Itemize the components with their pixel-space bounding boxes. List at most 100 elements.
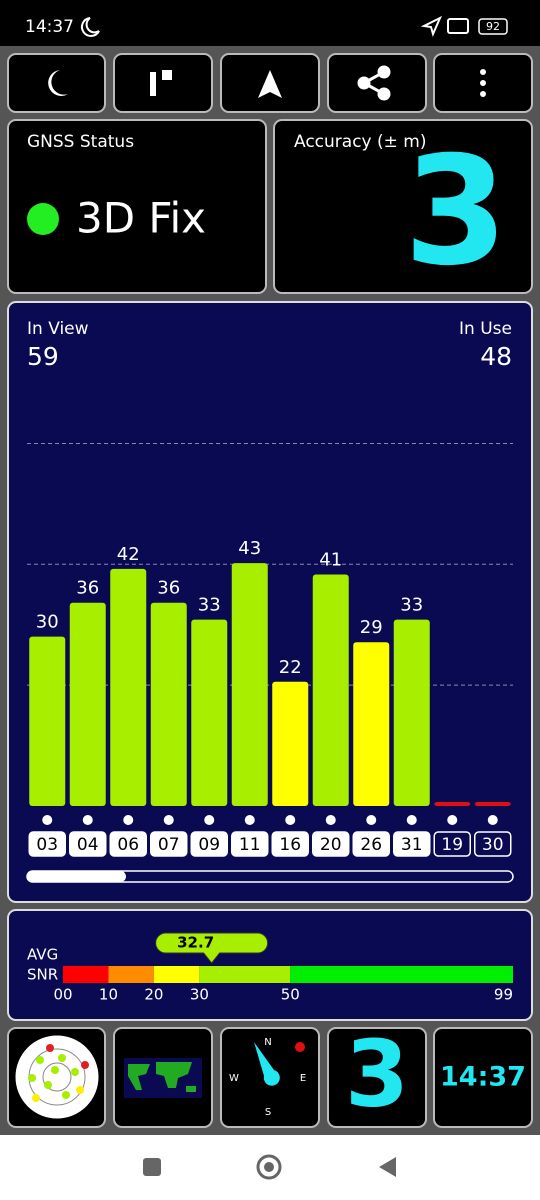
sat-dot bbox=[447, 815, 458, 825]
sat-id: 07 bbox=[158, 835, 180, 855]
battery-level: 92 bbox=[486, 20, 500, 33]
sim-icon bbox=[447, 18, 469, 34]
bar-label: 33 bbox=[400, 595, 423, 616]
snr-panel bbox=[7, 909, 533, 1021]
sat-dot bbox=[82, 815, 93, 825]
sat-id: 30 bbox=[482, 835, 504, 855]
compass-letter: E bbox=[300, 1073, 306, 1084]
snr-tick-label: 99 bbox=[494, 986, 513, 1004]
accuracy-mini-tile[interactable] bbox=[327, 1027, 427, 1128]
accuracy-title: Accuracy (± m) bbox=[294, 132, 427, 152]
sat-id: 04 bbox=[77, 835, 99, 855]
sat-dot bbox=[487, 815, 498, 825]
sat-id: 03 bbox=[36, 835, 58, 855]
sat-dot bbox=[123, 815, 134, 825]
sat-dot bbox=[325, 815, 336, 825]
moon-icon bbox=[80, 17, 100, 37]
status-bar bbox=[0, 0, 540, 46]
sat-id: 31 bbox=[401, 835, 423, 855]
menu-icon bbox=[480, 69, 486, 97]
avg-marker bbox=[155, 932, 269, 964]
snr-segment bbox=[153, 966, 200, 983]
sat-dot bbox=[204, 815, 215, 825]
sat-id: 09 bbox=[198, 835, 220, 855]
gnss-status-value: 3D Fix bbox=[76, 194, 206, 243]
in-use-label: In Use bbox=[459, 319, 512, 339]
sat-id-box bbox=[109, 831, 147, 857]
sat-id: 11 bbox=[239, 835, 261, 855]
snr-tick-label: 50 bbox=[281, 986, 300, 1004]
snr-segment bbox=[290, 966, 513, 983]
bar-label: 22 bbox=[279, 657, 302, 678]
bar bbox=[393, 619, 430, 806]
sat-id-box bbox=[69, 831, 107, 857]
bar-label: 41 bbox=[319, 549, 342, 570]
accuracy-value: 3 bbox=[404, 125, 508, 299]
home-dot bbox=[264, 1162, 274, 1172]
bar bbox=[474, 802, 511, 806]
sat-id-box bbox=[150, 831, 188, 857]
snr-scale: 00 10 20 30 50 99 32.7 bbox=[53, 932, 513, 1004]
sat-id: 16 bbox=[279, 835, 301, 855]
scroll-thumb[interactable] bbox=[27, 871, 126, 882]
snr-segment bbox=[199, 966, 291, 983]
clock-tile[interactable] bbox=[433, 1027, 533, 1128]
bar-label: 29 bbox=[360, 617, 383, 638]
status-time: 14:37 bbox=[25, 17, 74, 37]
continents bbox=[128, 1062, 196, 1092]
night-button[interactable] bbox=[7, 53, 106, 113]
compass-letter: N bbox=[264, 1037, 271, 1048]
bar bbox=[150, 602, 187, 806]
fix-indicator bbox=[27, 203, 59, 235]
bar-label: 42 bbox=[117, 544, 140, 565]
snr-tick-label: 10 bbox=[99, 986, 118, 1004]
location-icon bbox=[420, 15, 443, 37]
bar-label: 36 bbox=[157, 578, 180, 599]
sat-id: 19 bbox=[441, 835, 463, 855]
arrow-icon bbox=[258, 70, 282, 98]
avg-value: 32.7 bbox=[177, 934, 214, 952]
home-button[interactable] bbox=[256, 1154, 282, 1180]
bar bbox=[312, 574, 349, 806]
sat-id-box bbox=[433, 831, 471, 857]
in-view-value: 59 bbox=[27, 342, 59, 371]
sat-id: 26 bbox=[360, 835, 382, 855]
snr-segment bbox=[63, 966, 109, 983]
toolbar bbox=[7, 53, 533, 113]
share-icon bbox=[357, 65, 391, 101]
bar-chart: 30 03 36 04 42 06 36 07 33 09 43 11 22 16 41 20 29 26 33 31… bbox=[27, 442, 513, 857]
snr-tick-label: 20 bbox=[144, 986, 163, 1004]
bar bbox=[353, 642, 390, 806]
share-button[interactable] bbox=[327, 53, 427, 113]
compass-letter: S bbox=[265, 1107, 271, 1118]
back-button[interactable] bbox=[379, 1157, 396, 1177]
sat-dot bbox=[244, 815, 255, 825]
bar bbox=[110, 568, 147, 806]
sat-id-box bbox=[271, 831, 309, 857]
gnss-status-tile bbox=[7, 119, 267, 294]
sky-plot bbox=[14, 1034, 100, 1120]
sat-id-box bbox=[352, 831, 390, 857]
bar-label: 43 bbox=[238, 538, 261, 559]
sat-id-box bbox=[312, 831, 350, 857]
sat-id-box bbox=[231, 831, 269, 857]
bar-label: 36 bbox=[76, 578, 99, 599]
in-use-value: 48 bbox=[480, 342, 512, 371]
bar bbox=[272, 681, 309, 806]
battery-icon bbox=[478, 18, 508, 35]
bar bbox=[434, 802, 471, 806]
poi-button[interactable] bbox=[113, 53, 213, 113]
snr-tick-label: 30 bbox=[190, 986, 209, 1004]
sat-id-box bbox=[28, 831, 66, 857]
sat-id: 20 bbox=[320, 835, 342, 855]
bar bbox=[29, 636, 66, 806]
compass-letters: N E S W bbox=[229, 1037, 306, 1118]
snr-label: SNR bbox=[27, 966, 58, 984]
bar bbox=[69, 602, 106, 806]
bar-label: 33 bbox=[198, 595, 221, 616]
recents-button[interactable] bbox=[143, 1158, 161, 1176]
compass-letter: W bbox=[229, 1073, 239, 1084]
compass-needle bbox=[254, 1042, 280, 1086]
sat-dot bbox=[42, 815, 53, 825]
